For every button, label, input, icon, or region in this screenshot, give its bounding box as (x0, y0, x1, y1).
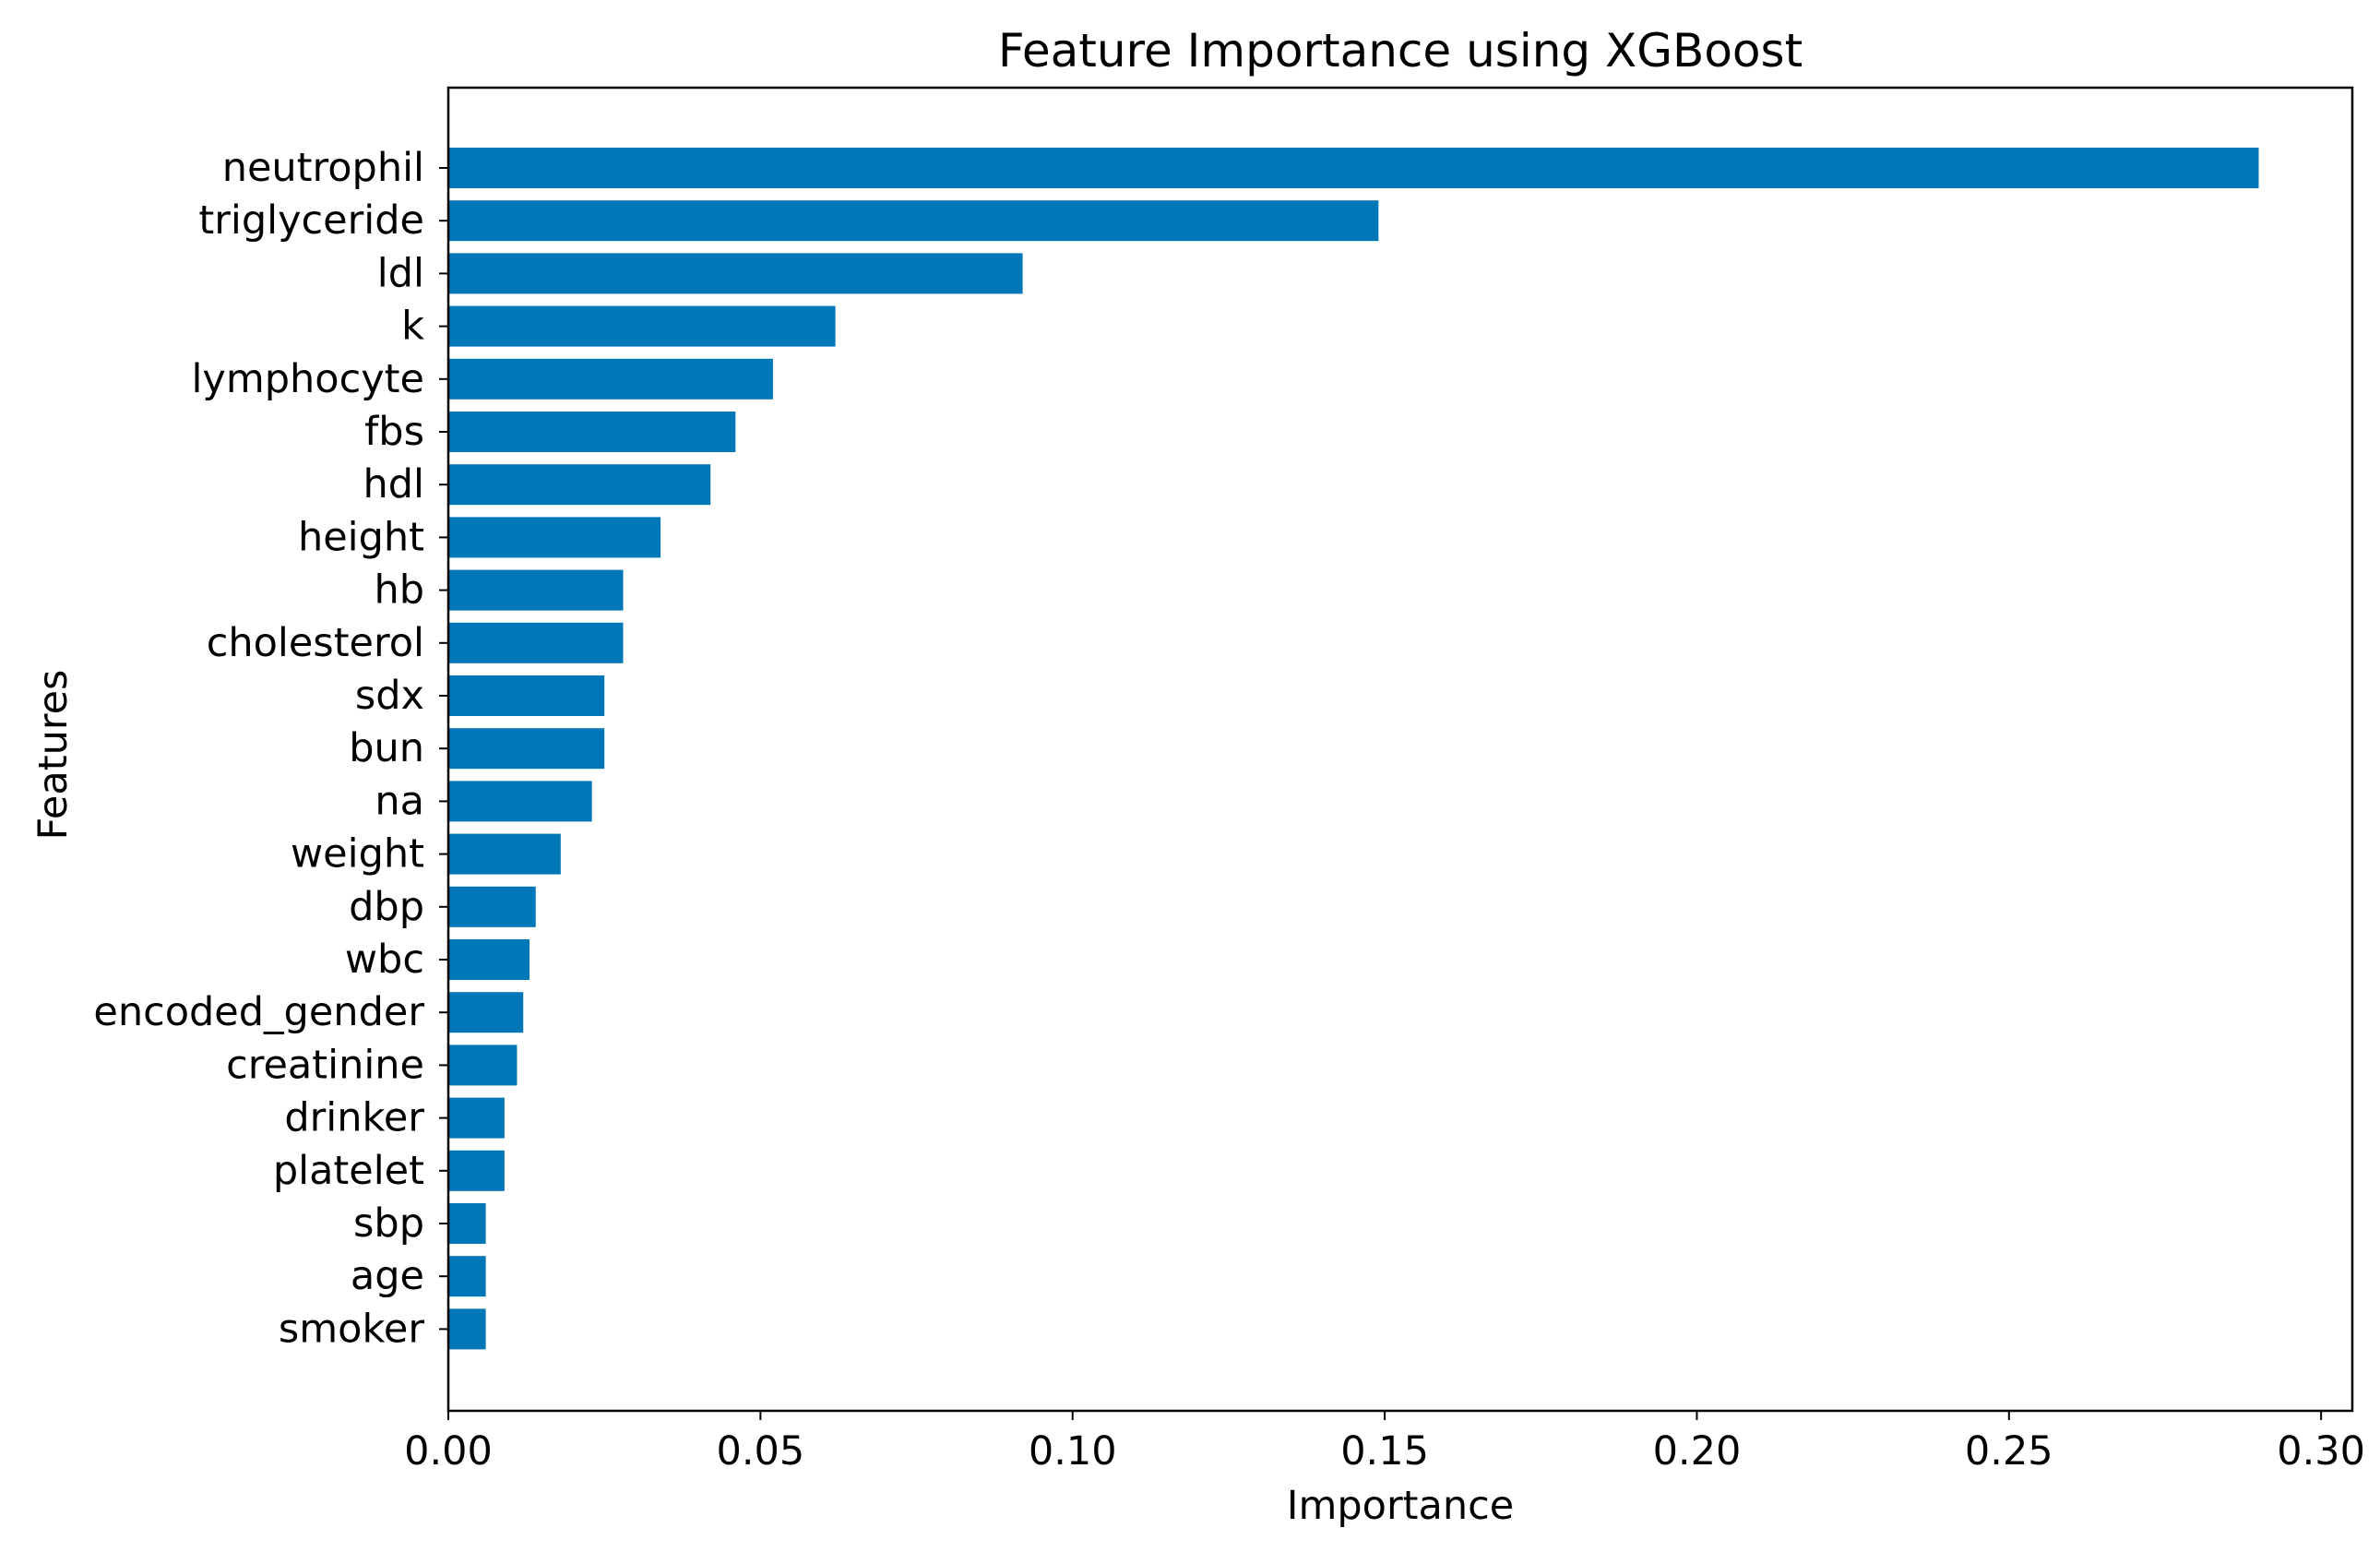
bar-encoded_gender (448, 992, 524, 1033)
bar-height (448, 517, 661, 558)
x-tick-label: 0.10 (1029, 1428, 1117, 1474)
y-tick-label: age (351, 1253, 424, 1299)
bar-weight (448, 833, 561, 875)
bar-smoker (448, 1308, 486, 1350)
bar-dbp (448, 886, 536, 927)
y-tick-label: wbc (345, 937, 424, 983)
bar-lymphocyte (448, 358, 773, 400)
x-tick-label: 0.15 (1340, 1428, 1429, 1474)
bar-bun (448, 728, 605, 770)
bar-wbc (448, 939, 530, 980)
x-tick-label: 0.30 (2277, 1428, 2365, 1474)
bar-cholesterol (448, 622, 624, 663)
x-tick-label: 0.05 (716, 1428, 804, 1474)
x-axis-ticks: 0.00 0.05 0.10 0.15 0.20 0.25 0.30 (404, 1411, 2365, 1474)
bar-hdl (448, 464, 711, 506)
y-tick-label: k (401, 304, 424, 350)
y-tick-label: encoded_gender (93, 989, 424, 1035)
bar-sdx (448, 675, 605, 716)
y-axis-label: Features (30, 670, 77, 841)
y-tick-label: bun (349, 725, 424, 771)
y-tick-label: triglyceride (198, 197, 424, 244)
y-tick-label: cholesterol (207, 620, 424, 666)
y-tick-label: hb (374, 567, 424, 614)
y-tick-label: weight (291, 831, 424, 877)
y-tick-label: neutrophil (222, 145, 424, 191)
y-tick-label: sdx (355, 673, 424, 719)
bar-sbp (448, 1203, 486, 1244)
y-tick-label: hdl (363, 461, 425, 507)
bar-k (448, 305, 836, 347)
bars-group (448, 148, 2259, 1350)
x-tick-label: 0.20 (1653, 1428, 1742, 1474)
bar-ldl (448, 253, 1023, 294)
y-tick-label: dbp (349, 884, 424, 930)
bar-hb (448, 569, 624, 611)
bar-na (448, 781, 592, 822)
y-tick-label: platelet (273, 1148, 424, 1194)
bar-creatinine (448, 1045, 518, 1086)
chart-title: Feature Importance using XGBoost (998, 24, 1803, 78)
y-tick-label: creatinine (226, 1042, 424, 1088)
bar-drinker (448, 1097, 505, 1139)
x-tick-label: 0.25 (1965, 1428, 2053, 1474)
y-tick-label: fbs (364, 409, 424, 455)
bar-age (448, 1256, 486, 1297)
bar-triglyceride (448, 200, 1379, 242)
y-tick-label: ldl (377, 250, 424, 296)
y-tick-label: na (375, 778, 424, 824)
y-tick-label: height (298, 514, 424, 560)
y-tick-label: sbp (353, 1200, 424, 1247)
bar-platelet (448, 1150, 505, 1191)
y-tick-label: smoker (279, 1306, 424, 1352)
plot-frame (446, 86, 2354, 1413)
y-tick-label: drinker (284, 1095, 424, 1141)
bar-neutrophil (448, 148, 2259, 188)
bar-fbs (448, 412, 736, 452)
y-tick-label: lymphocyte (191, 356, 424, 402)
x-axis-label: Importance (1287, 1483, 1514, 1529)
y-axis-ticks: neutrophil triglyceride ldl k lymphocyte fbs h… (93, 145, 448, 1352)
x-tick-label: 0.00 (404, 1428, 493, 1474)
